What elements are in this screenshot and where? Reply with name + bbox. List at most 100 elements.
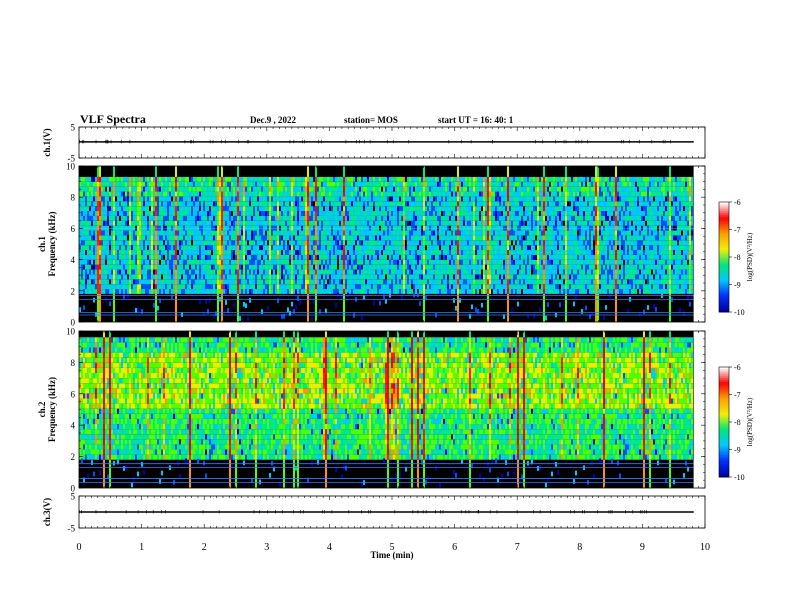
spectrogram-cell [349, 196, 351, 202]
spectrogram-cell [365, 181, 367, 187]
spectrogram-cell [325, 284, 327, 290]
spectrogram-cell [207, 196, 209, 202]
spectrogram-cell [155, 196, 157, 202]
spectrogram-cell [353, 186, 355, 192]
spectrogram-cell [115, 181, 117, 187]
spectrogram-cell [469, 269, 471, 275]
spectrogram-cell [475, 250, 477, 255]
spectrogram-cell [243, 279, 245, 285]
spectrogram-cell [441, 230, 443, 236]
spectrogram-cell [377, 284, 379, 290]
spectrogram-cell [183, 186, 185, 192]
spectrogram-cell [129, 206, 131, 212]
spectrogram-cell [283, 250, 285, 255]
spectrogram-cell [131, 240, 133, 246]
spectrogram-cell [233, 240, 235, 246]
spectrogram-cell [197, 191, 199, 197]
spectrogram-cell [479, 196, 481, 202]
spectrogram-cell [111, 215, 113, 221]
spectrogram-cell [449, 201, 451, 207]
spectrogram-cell [211, 201, 213, 207]
spectrogram-cell [189, 230, 191, 236]
spectrogram-cell [457, 259, 459, 265]
spectrogram-cell [405, 191, 407, 197]
spectrogram-cell [309, 235, 311, 241]
spectrogram-cell [311, 211, 313, 216]
spectrogram-cell [307, 191, 309, 197]
spectrogram-cell [469, 264, 471, 270]
spectrogram-cell [445, 264, 447, 270]
spectrogram-cell [185, 264, 187, 270]
spectrogram-cell [277, 264, 279, 270]
spectrogram-cell [409, 176, 411, 182]
spectrogram-cell [303, 250, 305, 255]
spectrogram-cell [205, 250, 207, 255]
spectrogram-cell [245, 201, 247, 207]
spectrogram-cell [131, 254, 133, 260]
spectrogram-cell [149, 279, 151, 285]
spectrogram-cell [373, 181, 375, 187]
spectrogram-cell [159, 289, 161, 294]
spectrogram-cell [225, 206, 227, 212]
spectrogram-cell [317, 289, 319, 294]
spectrogram-cell [243, 191, 245, 197]
spectrogram-cell [299, 240, 301, 246]
spectrogram-cell [405, 274, 407, 280]
spectrogram-cell [371, 254, 373, 260]
spectrogram-cell [391, 196, 393, 202]
spectrogram-cell [91, 259, 93, 265]
spectrogram-cell [273, 279, 275, 285]
spectrogram-cell [415, 215, 417, 221]
spectrogram-cell [377, 206, 379, 212]
spectrogram-cell [193, 274, 195, 280]
spectrogram-cell [217, 186, 219, 192]
spectrogram-cell [381, 245, 383, 251]
spectrogram-cell [483, 250, 485, 255]
spectrogram-cell [377, 274, 379, 280]
spectrogram-cell [191, 220, 193, 226]
spectrogram-cell [401, 295, 403, 301]
spectrogram-cell [361, 176, 363, 182]
spectrogram-cell [205, 191, 207, 197]
spectrogram-spike [423, 166, 425, 177]
spectrogram-cell [473, 220, 475, 226]
spectrogram-cell [145, 250, 147, 255]
spectrogram-cell [123, 240, 125, 246]
spectrogram-cell [219, 259, 221, 265]
spectrogram-cell [253, 284, 255, 290]
spectrogram-cell [357, 196, 359, 202]
spectrogram-cell [273, 250, 275, 255]
spectrogram-cell [419, 201, 421, 207]
spectrogram-cell [185, 254, 187, 260]
spectrogram-cell [425, 250, 427, 255]
spectrogram-cell [399, 201, 401, 207]
spectrogram-cell [405, 245, 407, 251]
spectrogram-cell [469, 235, 471, 241]
spectrogram-cell [193, 191, 195, 197]
spectrogram-cell [241, 220, 243, 226]
spectrogram-cell [83, 181, 85, 187]
spectrogram-cell [279, 250, 281, 255]
spectrogram-cell [193, 289, 195, 294]
spectrogram-cell [447, 254, 449, 260]
spectrogram-cell [389, 264, 391, 270]
spectrogram-cell [449, 289, 451, 294]
spectrogram-cell [209, 259, 211, 265]
spectrogram-cell [441, 289, 443, 294]
spectrogram-cell [223, 279, 225, 285]
spectrogram-cell [133, 274, 135, 280]
spectrogram-cell [485, 279, 487, 285]
spectrogram-cell [215, 230, 217, 236]
spectrogram-cell [257, 289, 259, 294]
spectrogram-cell [221, 264, 223, 270]
spectrogram-cell [363, 211, 365, 216]
spectrogram-cell [429, 196, 431, 202]
spectrogram-cell [103, 264, 105, 270]
spectrogram-cell [367, 176, 369, 182]
spectrogram-cell [365, 240, 367, 246]
spectrogram-cell [211, 196, 213, 202]
spectrogram-cell [273, 245, 275, 251]
spectrogram-cell [343, 250, 345, 255]
spectrogram-cell [195, 259, 197, 265]
spectrogram-cell [151, 240, 153, 246]
